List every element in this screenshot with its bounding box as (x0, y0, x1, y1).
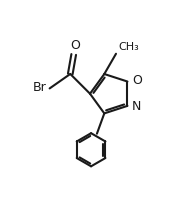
Text: N: N (132, 100, 141, 113)
Text: O: O (132, 74, 142, 87)
Text: O: O (71, 39, 80, 52)
Text: Br: Br (33, 81, 47, 94)
Text: CH₃: CH₃ (119, 42, 140, 52)
